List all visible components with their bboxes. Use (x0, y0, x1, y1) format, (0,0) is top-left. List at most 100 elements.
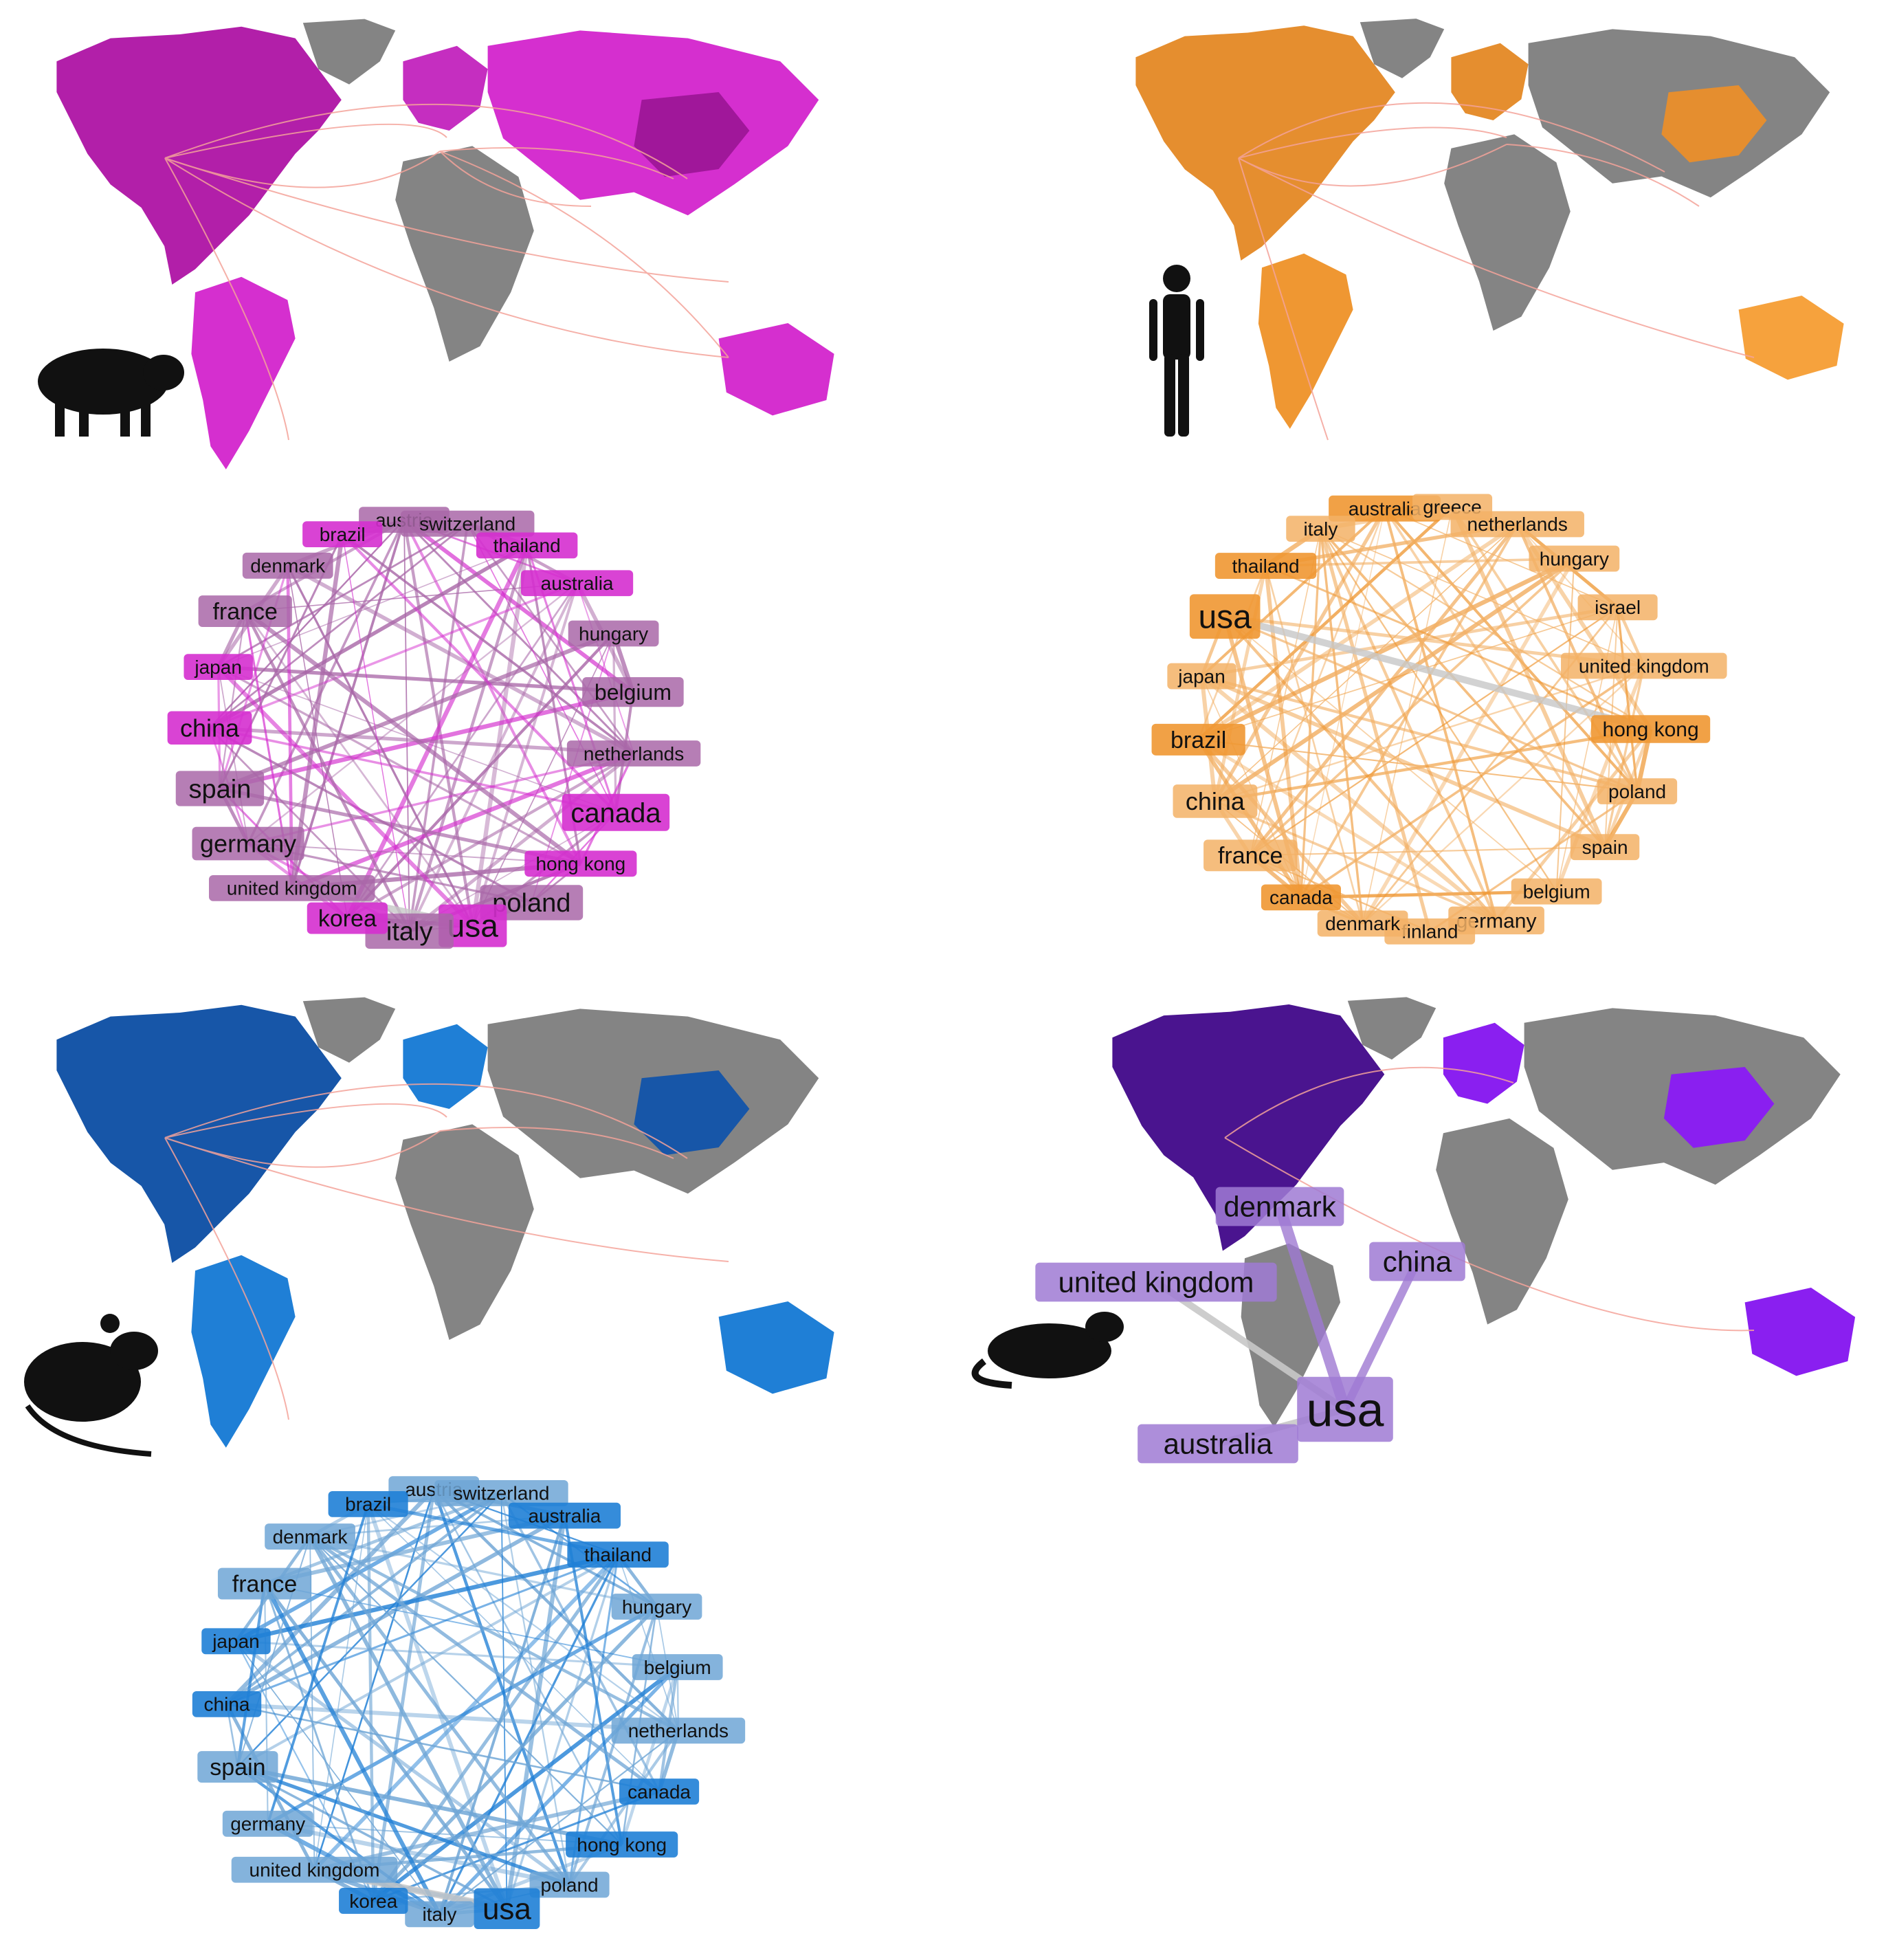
network-edge (1274, 1204, 1351, 1411)
network-edge (346, 582, 578, 919)
node-france: france (198, 595, 292, 628)
network-edge (505, 1554, 619, 1909)
network-edge (1320, 528, 1652, 730)
network-edge (1300, 529, 1322, 898)
node-box (1215, 1187, 1344, 1226)
node-label: france (232, 1571, 298, 1597)
network-edge (1197, 738, 1498, 922)
network-edge (309, 1535, 571, 1886)
node-thailand: thailand (1214, 553, 1317, 579)
network-edge (620, 1666, 679, 1845)
node-label: china (180, 714, 240, 742)
network-edge (1249, 522, 1519, 857)
node-denmark: denmark (265, 1523, 355, 1550)
node-china: china (192, 1691, 262, 1717)
node-united-kingdom: united kingdom (231, 1856, 398, 1883)
node-label: usa (1198, 599, 1252, 636)
node-belgium: belgium (1511, 878, 1602, 905)
node-label: australia (541, 573, 614, 594)
mouse-silhouette-icon (24, 1314, 158, 1457)
network-edge (208, 543, 529, 730)
network-edge (372, 1605, 658, 1902)
node-label: switzerland (453, 1483, 549, 1504)
network-edge (309, 1536, 623, 1845)
network-edge (1451, 506, 1639, 793)
node-label: united kingdom (249, 1860, 380, 1881)
china-region (634, 92, 750, 177)
network-edge (433, 1488, 623, 1845)
node-spain: spain (1570, 834, 1640, 861)
network-edge (313, 1504, 369, 1870)
node-box (197, 1751, 278, 1783)
node-denmark: denmark (1215, 1187, 1344, 1226)
network-edge (1300, 508, 1386, 898)
node-label: germany (230, 1814, 305, 1835)
node-box (1203, 839, 1298, 872)
node-box (632, 1654, 723, 1680)
node-box (439, 904, 507, 947)
node-label: denmark (273, 1526, 348, 1548)
network-edge (247, 519, 406, 844)
network-edge (1198, 606, 1618, 740)
network-edge (267, 1823, 622, 1845)
node-usa: usa (1297, 1376, 1393, 1442)
network-edge (236, 1583, 267, 1768)
node-label: denmark (250, 555, 326, 577)
node-box (231, 1856, 398, 1883)
pig-silhouette-icon (38, 349, 184, 437)
mouse-figure: austriaswitzerlandaustraliathailandhunga… (24, 997, 834, 1930)
network-edge (1604, 665, 1645, 848)
network-nodes: denmark china united kingdom usa australia (1035, 1187, 1465, 1464)
node-spain: spain (197, 1751, 278, 1783)
network-edge (1214, 665, 1645, 802)
network-edge (1250, 846, 1606, 857)
node-box (1597, 778, 1678, 804)
network-edge (266, 1504, 370, 1825)
node-box (1570, 834, 1640, 861)
south-america (191, 276, 296, 470)
africa (1436, 1118, 1568, 1325)
node-box (1529, 545, 1620, 572)
network-edge (504, 1515, 567, 1909)
network-edge (1201, 606, 1618, 678)
network-edge (1224, 616, 1557, 892)
network-edge (209, 727, 617, 814)
node-china: china (1369, 1242, 1465, 1281)
network-edge (1319, 528, 1498, 921)
network-edge (403, 519, 582, 865)
network-edge (1320, 527, 1606, 848)
network-edge (1320, 528, 1557, 892)
network-edge (209, 582, 578, 729)
node-box (208, 874, 375, 901)
network-edge (236, 1553, 619, 1768)
network-edge (309, 1535, 679, 1732)
europe (1451, 43, 1529, 120)
network-edge (218, 665, 634, 694)
network-edge (235, 1640, 441, 1915)
node-label: brazil (345, 1494, 391, 1515)
network-edge (226, 1553, 619, 1706)
network-edge (403, 518, 634, 694)
network-edge (408, 544, 529, 932)
node-box (1561, 652, 1727, 679)
node-box (1151, 723, 1245, 756)
network-edge (1249, 558, 1575, 857)
node-label: canada (570, 798, 661, 828)
mouse-panel: austria switzerland australia thailand hunga… (0, 980, 943, 1959)
node-japan: japan (1167, 663, 1236, 690)
network-edge (403, 519, 635, 755)
node-thailand: thailand (567, 1541, 669, 1568)
node-label: belgium (644, 1657, 711, 1678)
node-label: belgium (1523, 881, 1590, 903)
node-china: china (167, 711, 252, 745)
node-label: france (1218, 843, 1283, 869)
network-edge (1265, 557, 1575, 567)
network-edge (226, 1703, 660, 1793)
node-brazil: brazil (328, 1490, 408, 1517)
node-belgium: belgium (582, 676, 684, 707)
node-label: usa (1307, 1383, 1384, 1437)
node-label: denmark (1325, 913, 1401, 934)
network-edges (225, 1487, 680, 1917)
node-france: france (217, 1567, 312, 1600)
network-edge (244, 610, 474, 927)
